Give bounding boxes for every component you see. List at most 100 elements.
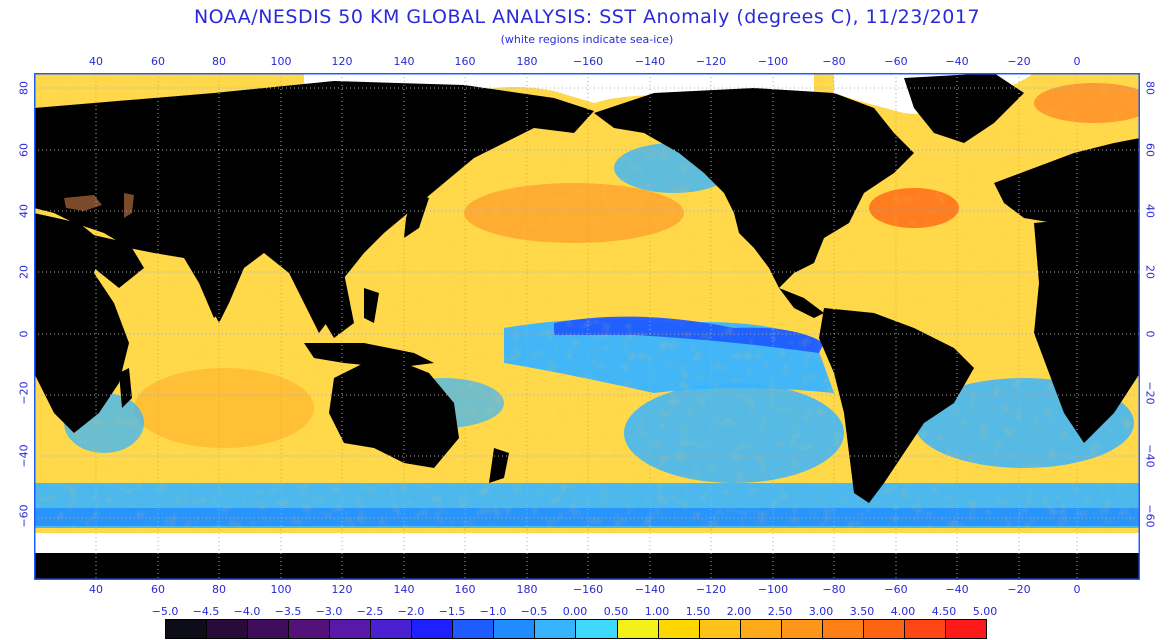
lon-tick-label: 120 [331,583,353,596]
color-scale-swatch [371,620,413,638]
lat-tick-label: 20 [17,265,31,279]
lon-tick-label: 40 [89,583,103,596]
scale-label: −5.0 [151,605,179,618]
map-subtitle: (white regions indicate sea-ice) [500,33,674,46]
africa-east [1034,213,1140,443]
lon-tick-label: 80 [212,55,226,68]
scale-label: −2.0 [397,605,425,618]
lat-tick-label: −40 [1143,444,1157,468]
scale-label: −1.0 [479,605,507,618]
lon-tick-label: −20 [1007,583,1031,596]
scale-label: 3.00 [808,605,834,618]
map-border [34,73,1140,580]
india [209,253,234,323]
lon-tick-label: 60 [151,583,165,596]
lon-tick-label: 60 [151,55,165,68]
lat-tick-label: −60 [1143,504,1157,528]
color-scale-swatch [863,620,905,638]
australia [329,358,459,468]
lon-tick-label: −60 [884,583,908,596]
lon-tick-label: −140 [634,583,666,596]
scale-label: −1.5 [438,605,466,618]
lat-tick-label: 0 [17,330,31,338]
lon-tick-label: 100 [270,583,292,596]
high-altitude-lakes [64,193,134,218]
land-masses [34,73,1140,580]
scale-label: −4.5 [192,605,220,618]
lon-tick-label: 120 [331,55,353,68]
lat-tick-label: 0 [1143,330,1157,338]
lon-tick-label: −60 [884,55,908,68]
color-scale-swatch [781,620,823,638]
scale-label: −3.5 [274,605,302,618]
lat-tick-label: 60 [17,143,31,157]
color-scale-swatch [289,620,331,638]
lat-tick-label: 80 [17,81,31,95]
lat-tick-label: −60 [17,504,31,528]
scale-label: 3.50 [849,605,875,618]
lon-tick-label: 140 [393,583,415,596]
lon-tick-label: −20 [1007,55,1031,68]
scale-label: 0.00 [562,605,588,618]
color-scale-swatch [207,620,249,638]
color-scale-swatch [699,620,741,638]
color-scale-swatch [535,620,577,638]
color-scale-swatch [822,620,864,638]
lat-tick-label: −40 [17,444,31,468]
graticule [34,73,1140,580]
lon-tick-label: 180 [516,55,538,68]
scale-label: 1.50 [685,605,711,618]
lat-tick-label: −20 [17,381,31,405]
lon-tick-label: −120 [695,55,727,68]
color-scale-swatch [904,620,946,638]
lon-tick-label: −80 [822,55,846,68]
color-scale-swatch [576,620,618,638]
philippines [364,288,379,323]
new-zealand [489,448,509,483]
scale-label: 4.00 [890,605,916,618]
lon-tick-label: −40 [945,583,969,596]
color-scale-swatch [740,620,782,638]
lon-tick-label: 160 [454,55,476,68]
scale-label: 2.50 [767,605,793,618]
lon-tick-label: −160 [572,583,604,596]
lon-tick-label: −80 [822,583,846,596]
scale-label: −2.5 [356,605,384,618]
lat-tick-label: 20 [1143,265,1157,279]
lon-tick-label: −160 [572,55,604,68]
scale-label: 4.50 [931,605,957,618]
lat-tick-label: 60 [1143,143,1157,157]
color-scale-bar [165,619,987,639]
lon-tick-label: −120 [695,583,727,596]
color-scale-swatch [494,620,536,638]
europe [994,138,1140,223]
color-scale-swatch [248,620,290,638]
lon-tick-label: −40 [945,55,969,68]
caspian-region-mark [64,195,102,211]
lat-tick-label: 80 [1143,81,1157,95]
lon-tick-label: 160 [454,583,476,596]
scale-label: 2.00 [726,605,752,618]
caspian-sea-mark [124,193,134,218]
lon-tick-label: −100 [757,583,789,596]
color-scale-swatch [412,620,454,638]
madagascar [119,368,132,408]
lon-tick-label: 40 [89,55,103,68]
color-scale-swatch [658,620,700,638]
color-scale-swatch [330,620,372,638]
greenland [904,73,1024,143]
antarctica [34,553,1140,580]
eurasia [34,81,594,333]
lon-tick-label: 100 [270,55,292,68]
scale-label: 0.50 [603,605,629,618]
scale-label: 1.00 [644,605,670,618]
indonesia [304,343,434,368]
scale-label: −4.0 [233,605,261,618]
lat-tick-label: 40 [1143,204,1157,218]
japan [404,193,429,238]
scale-label: −0.5 [520,605,548,618]
lat-tick-label: −20 [1143,381,1157,405]
color-scale-swatch [945,620,986,638]
color-scale-swatch [453,620,495,638]
scale-label: 5.00 [972,605,998,618]
